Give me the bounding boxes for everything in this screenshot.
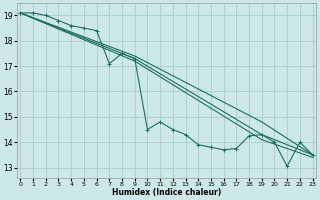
- X-axis label: Humidex (Indice chaleur): Humidex (Indice chaleur): [112, 188, 221, 197]
